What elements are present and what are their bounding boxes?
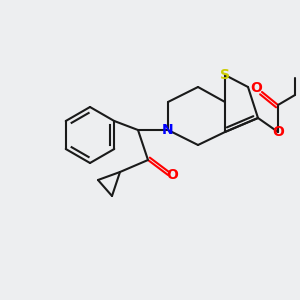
- Text: O: O: [250, 81, 262, 95]
- Text: O: O: [272, 125, 284, 139]
- Text: N: N: [162, 123, 174, 137]
- Text: S: S: [220, 68, 230, 82]
- Text: O: O: [166, 168, 178, 182]
